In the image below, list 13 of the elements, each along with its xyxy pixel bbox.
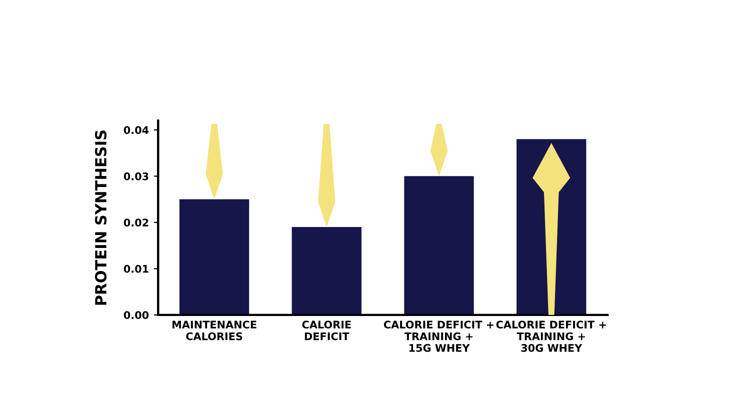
x-tick-label: MAINTENANCE CALORIES <box>172 320 256 340</box>
x-tick-label: CALORIE DEFICIT + TRAINING + 30G WHEY <box>496 320 606 352</box>
x-tick-label: CALORIE DEFICIT <box>302 320 351 340</box>
x-tick-label: CALORIE DEFICIT + TRAINING + 15G WHEY <box>384 320 494 352</box>
y-tick-label: 0.02 <box>124 218 148 227</box>
y-tick-label: 0.04 <box>124 126 149 134</box>
bar <box>292 227 362 315</box>
bar <box>179 199 250 315</box>
y-tick-label: 0.00 <box>124 311 149 320</box>
bar <box>404 176 474 315</box>
y-axis-title: PROTEIN SYNTHESIS <box>94 130 107 305</box>
y-tick-label: 0.01 <box>124 264 148 273</box>
y-tick-label: 0.03 <box>124 172 148 180</box>
